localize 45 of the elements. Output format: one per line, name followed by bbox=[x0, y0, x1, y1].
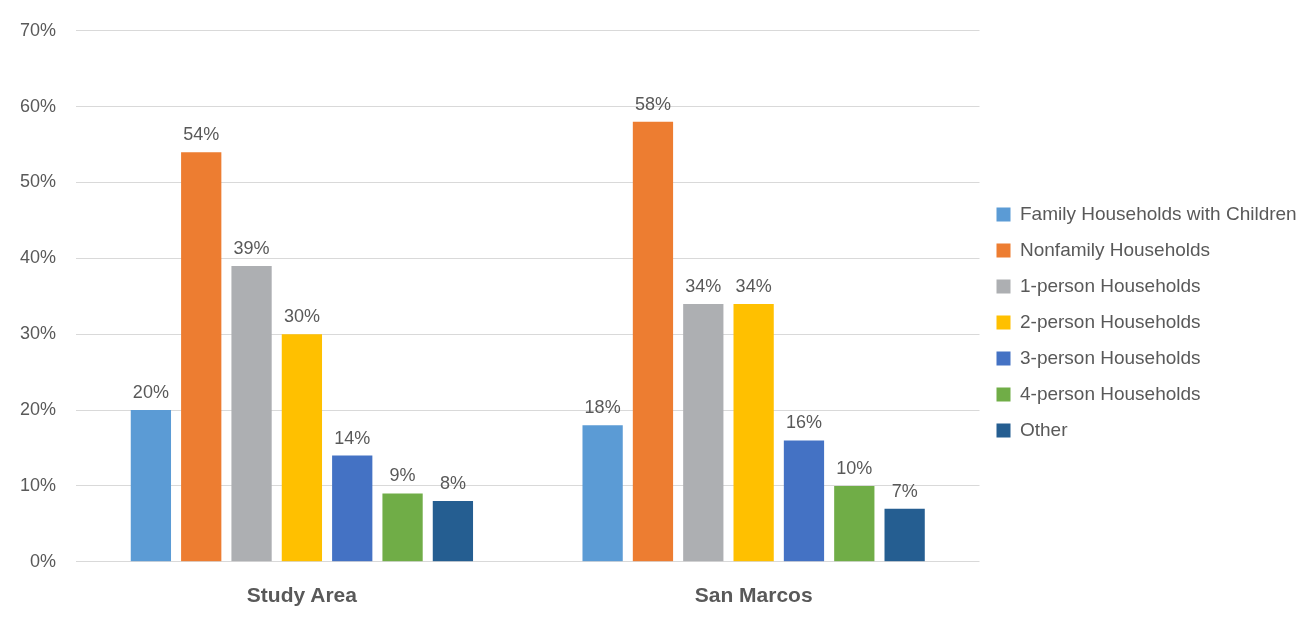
bar bbox=[884, 508, 925, 562]
legend-label: Nonfamily Households bbox=[1020, 238, 1211, 260]
y-tick-label: 50% bbox=[20, 171, 57, 192]
data-label: 58% bbox=[634, 93, 671, 114]
bar bbox=[834, 485, 875, 562]
bar bbox=[683, 303, 724, 562]
data-label: 7% bbox=[891, 480, 918, 501]
bar bbox=[783, 440, 825, 562]
bar bbox=[281, 334, 323, 562]
bar bbox=[130, 410, 172, 562]
y-tick-label: 70% bbox=[20, 19, 57, 40]
y-tick-label: 60% bbox=[20, 95, 57, 116]
bar bbox=[332, 455, 373, 562]
data-label: 16% bbox=[785, 412, 822, 433]
legend-label: Other bbox=[1020, 418, 1069, 440]
data-label: 34% bbox=[735, 275, 772, 296]
data-label: 8% bbox=[439, 473, 466, 494]
data-label: 30% bbox=[283, 306, 320, 327]
legend-label: 4-person Households bbox=[1020, 382, 1201, 404]
y-tick-label: 40% bbox=[20, 247, 57, 268]
legend-label: Family Households with Children bbox=[1020, 202, 1297, 224]
bar bbox=[432, 501, 474, 562]
legend-label: 2-person Households bbox=[1020, 310, 1201, 332]
x-tick-label: San Marcos bbox=[694, 583, 813, 607]
x-tick-label: Study Area bbox=[246, 583, 358, 607]
legend-label: 3-person Households bbox=[1020, 346, 1201, 368]
data-label: 39% bbox=[233, 237, 270, 258]
y-tick-label: 10% bbox=[20, 474, 57, 495]
bar bbox=[181, 152, 222, 562]
data-label: 34% bbox=[685, 275, 722, 296]
bar bbox=[382, 493, 423, 562]
data-label: 20% bbox=[132, 382, 169, 403]
data-label: 14% bbox=[334, 427, 371, 448]
data-label: 9% bbox=[389, 465, 416, 486]
data-label: 18% bbox=[584, 397, 621, 418]
data-label: 54% bbox=[183, 124, 220, 145]
bar bbox=[231, 265, 272, 562]
legend-label: 1-person Households bbox=[1020, 274, 1201, 296]
y-tick-label: 30% bbox=[20, 323, 57, 344]
y-tick-label: 20% bbox=[20, 399, 57, 420]
bar bbox=[582, 425, 623, 562]
y-tick-label: 0% bbox=[30, 550, 57, 571]
bar bbox=[733, 303, 774, 562]
bar bbox=[632, 121, 674, 562]
data-label: 10% bbox=[836, 457, 873, 478]
